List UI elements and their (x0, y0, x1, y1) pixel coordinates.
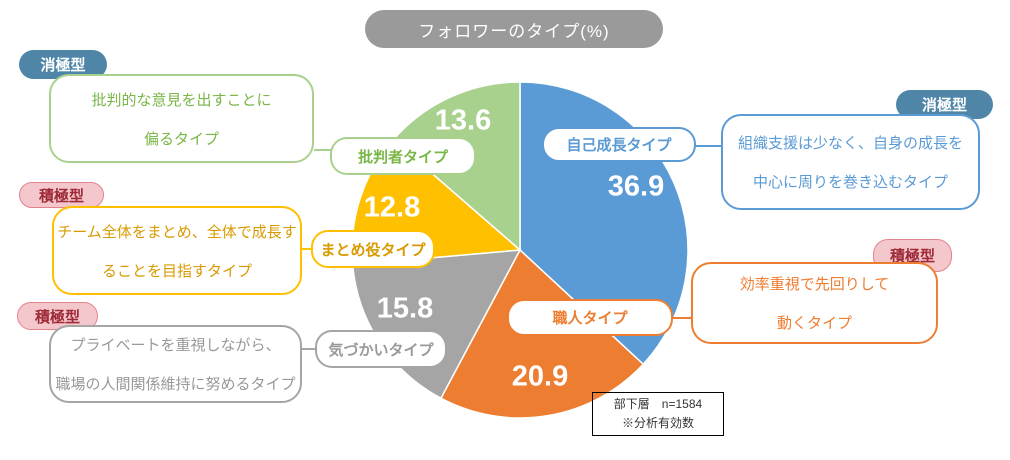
svg-text:36.9: 36.9 (608, 171, 664, 203)
svg-text:20.9: 20.9 (512, 361, 568, 393)
svg-text:15.8: 15.8 (377, 293, 433, 325)
svg-text:13.6: 13.6 (435, 105, 491, 137)
svg-text:12.8: 12.8 (364, 192, 420, 224)
